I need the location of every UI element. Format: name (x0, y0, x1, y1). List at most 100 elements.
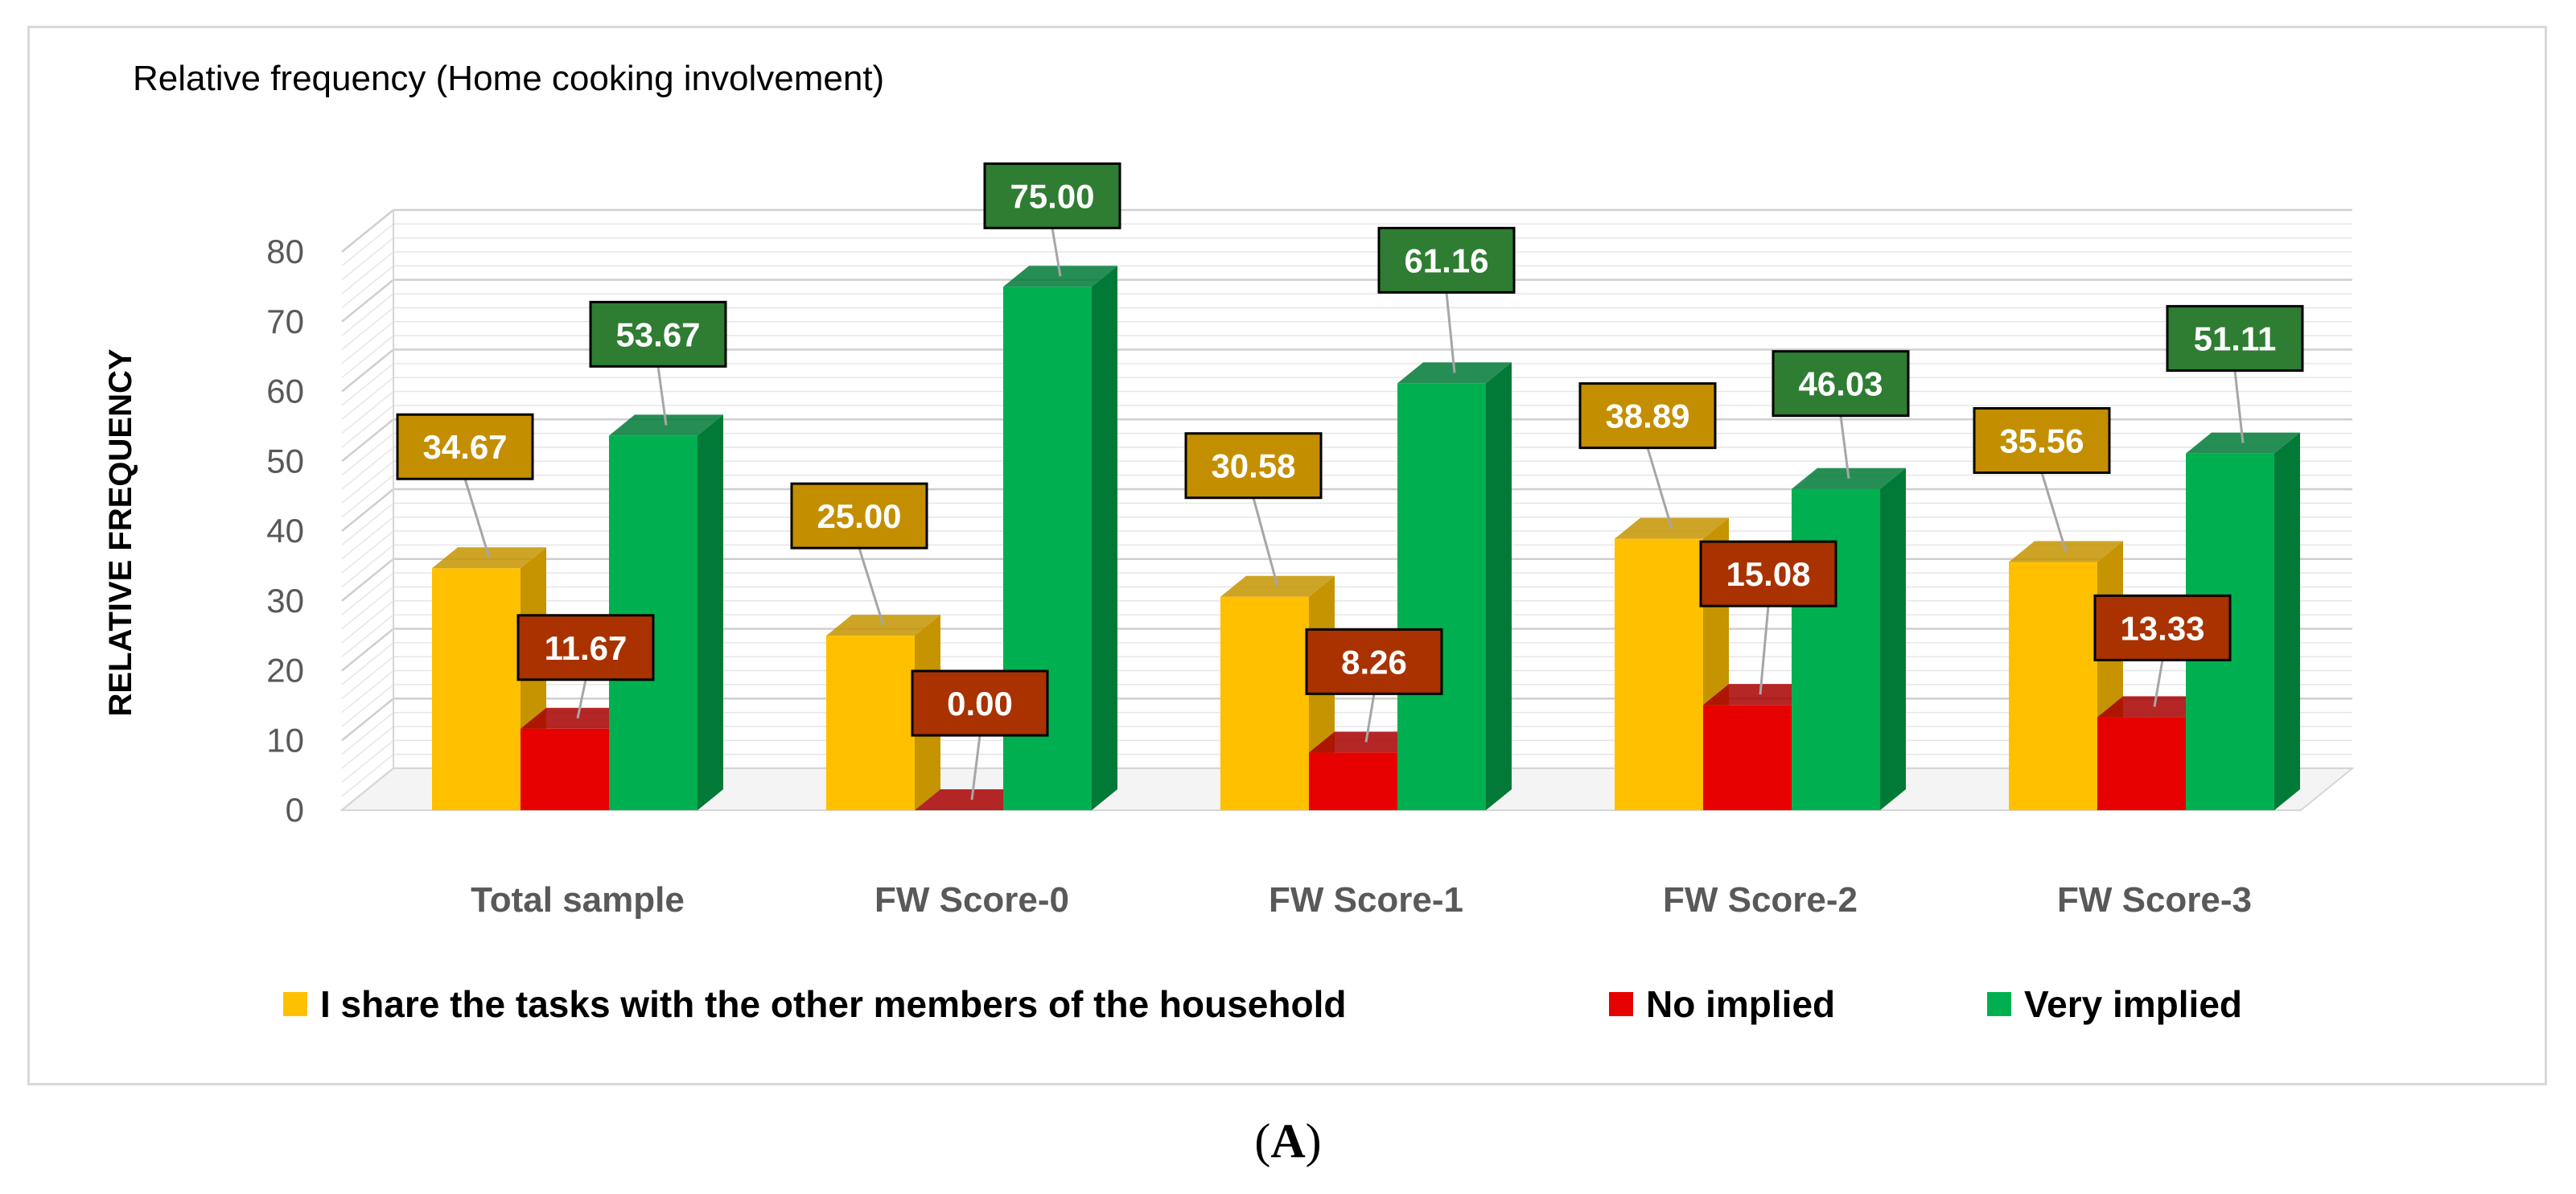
leader-line (2153, 660, 2164, 707)
leader-line (1364, 694, 1376, 743)
bar (1309, 752, 1397, 810)
gridline-side (341, 488, 394, 532)
gridline-side (341, 251, 394, 294)
gridline-side (341, 754, 394, 797)
gridline-side (341, 278, 394, 323)
gridline-side (341, 586, 394, 630)
leader-line (1445, 292, 1456, 373)
bar-side (2274, 432, 2300, 810)
chart-title: Relative frequency (Home cooking involve… (133, 59, 884, 98)
y-tick-label: 50 (266, 442, 304, 480)
axes: 0 10 20 30 40 50 60 70 80 Total sample FW Score-0 F… (266, 233, 2252, 920)
legend-swatch (283, 992, 307, 1016)
legend: I share the tasks with the other members… (283, 983, 2242, 1025)
y-axis-title: RELATIVE FREQUENCY (103, 348, 138, 716)
data-label-box (983, 162, 1121, 229)
bar (1615, 538, 1703, 810)
data-label-box (790, 482, 928, 550)
gridline-side (341, 712, 394, 756)
gridline-side (341, 363, 394, 406)
gridline-side (341, 405, 394, 448)
data-label: 38.89 (1605, 397, 1689, 435)
gridline-side (341, 209, 394, 253)
x-tick-label: FW Score-0 (874, 880, 1069, 920)
gridline-side (341, 390, 394, 434)
leader-line (463, 478, 491, 558)
bar (1397, 383, 1486, 810)
data-label: 46.03 (1798, 365, 1883, 403)
data-label-box (589, 300, 727, 368)
leader-line (1646, 447, 1673, 529)
caption-letter: A (1270, 1114, 1306, 1167)
gridline-side (341, 223, 394, 266)
data-label: 51.11 (2194, 320, 2277, 358)
leader-line (970, 735, 981, 801)
x-tick-label: FW Score-1 (1269, 880, 1463, 920)
bar-very-3 (1792, 467, 1906, 810)
leader-line (1839, 415, 1850, 479)
data-label-box (1377, 226, 1516, 294)
data-label-box (1772, 350, 1910, 418)
leader-line (2233, 370, 2245, 443)
gridline-side (341, 628, 394, 672)
legend-label: I share the tasks with the other members… (320, 983, 1346, 1025)
leader-line (858, 547, 885, 626)
data-label-box (1578, 382, 1717, 450)
data-label: 30.58 (1211, 447, 1295, 485)
data-label: 15.08 (1726, 555, 1810, 593)
gridline-side (341, 265, 394, 308)
data-label: 11.67 (545, 629, 628, 667)
data-label: 61.16 (1404, 241, 1488, 279)
gridline-side (341, 614, 394, 657)
gridline-side (341, 321, 394, 364)
gridline-side (341, 237, 394, 281)
leader-line (1252, 497, 1279, 587)
bar (2097, 717, 2186, 810)
y-tick-label: 0 (286, 791, 304, 829)
bar-very-2 (1397, 362, 1512, 810)
legend-swatch (1987, 992, 2011, 1016)
leader-line (1051, 228, 1062, 277)
gridline-side (341, 684, 394, 727)
gridline-side (341, 433, 394, 476)
gridline-side (341, 502, 394, 546)
gridline-side (341, 726, 394, 769)
gridline-side (341, 447, 394, 490)
bars (432, 266, 2300, 810)
bar-side (1092, 266, 1117, 810)
data-label: 35.56 (1999, 422, 2084, 460)
gridline-side (341, 698, 394, 742)
data-label: 0.00 (947, 685, 1013, 723)
data-label: 75.00 (1010, 177, 1094, 215)
figure-caption: (A) (0, 1101, 2576, 1181)
y-tick-label: 30 (266, 582, 304, 620)
x-tick-label: FW Score-3 (2057, 880, 2252, 920)
data-label-box (396, 413, 534, 480)
leader-line (656, 366, 668, 426)
legend-swatch (1609, 992, 1633, 1016)
bar-side (1486, 362, 1512, 810)
gridline-side (341, 348, 394, 393)
data-label: 25.00 (817, 497, 901, 535)
bar (1220, 596, 1309, 810)
y-tick-label: 70 (266, 303, 304, 340)
gridline-side (341, 517, 394, 560)
bar (826, 636, 915, 810)
gridline-side (341, 544, 394, 587)
bar (432, 568, 521, 810)
gridline-side (341, 460, 394, 504)
data-label-box (516, 614, 655, 681)
bar-very-0 (609, 414, 723, 810)
bar (1703, 705, 1792, 810)
bar-side (697, 414, 723, 810)
gridline-side (341, 335, 394, 378)
bar (2009, 562, 2097, 810)
gridline-side (341, 739, 394, 783)
legend-label: Very implied (2024, 983, 2242, 1025)
bar (521, 728, 609, 810)
gridline-side (341, 293, 394, 336)
gridline-side (341, 656, 394, 699)
data-label: 53.67 (615, 315, 700, 353)
gridline-side (341, 530, 394, 574)
